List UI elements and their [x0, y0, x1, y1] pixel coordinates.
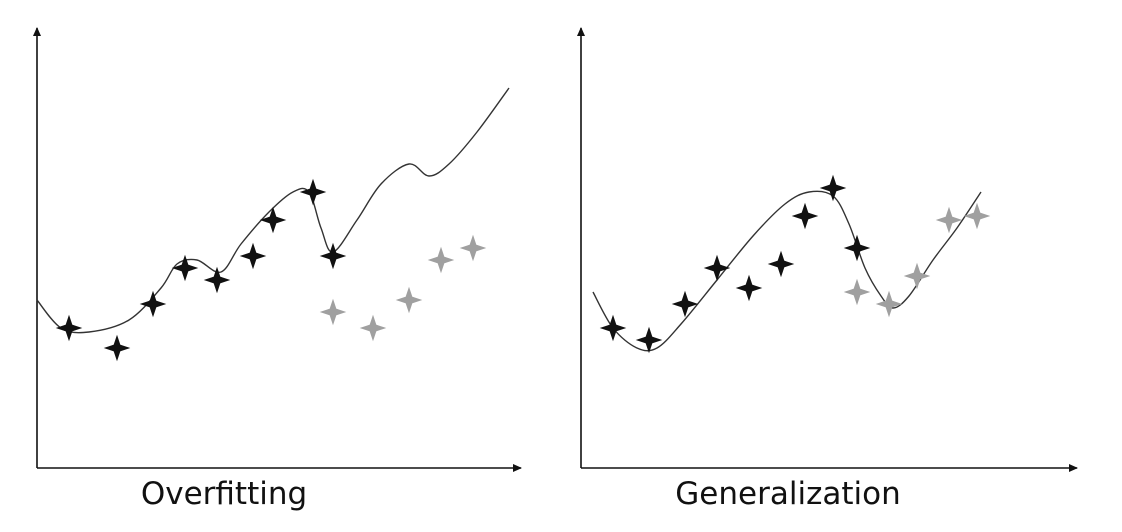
training-point-star-icon — [703, 254, 731, 282]
test-point-star-icon — [963, 202, 991, 230]
test-point-star-icon — [935, 206, 963, 234]
test-point-star-icon — [459, 234, 487, 262]
test-point-star-icon — [875, 290, 903, 318]
training-point-star-icon — [599, 314, 627, 342]
test-point-star-icon — [359, 314, 387, 342]
training-point-star-icon — [103, 334, 131, 362]
training-point-star-icon — [767, 250, 795, 278]
test-point-star-icon — [427, 246, 455, 274]
overfitting-panel — [33, 27, 522, 472]
training-point-star-icon — [139, 290, 167, 318]
generalization-caption: Generalization — [675, 476, 901, 512]
test-point-star-icon — [319, 298, 347, 326]
training-point-star-icon — [55, 314, 83, 342]
training-point-star-icon — [171, 254, 199, 282]
training-point-star-icon — [319, 242, 347, 270]
fitted-curve — [592, 190, 982, 352]
training-point-star-icon — [239, 242, 267, 270]
training-point-star-icon — [259, 206, 287, 234]
training-point-star-icon — [299, 178, 327, 206]
generalization-panel — [577, 27, 1078, 472]
test-point-star-icon — [903, 262, 931, 290]
fitted-curve — [36, 87, 510, 334]
training-point-star-icon — [203, 266, 231, 294]
test-point-star-icon — [843, 278, 871, 306]
training-point-star-icon — [819, 174, 847, 202]
training-point-star-icon — [735, 274, 763, 302]
test-point-star-icon — [395, 286, 423, 314]
training-point-star-icon — [843, 234, 871, 262]
overfitting-caption: Overfitting — [140, 476, 308, 512]
training-point-star-icon — [635, 326, 663, 354]
training-point-star-icon — [671, 290, 699, 318]
training-point-star-icon — [791, 202, 819, 230]
